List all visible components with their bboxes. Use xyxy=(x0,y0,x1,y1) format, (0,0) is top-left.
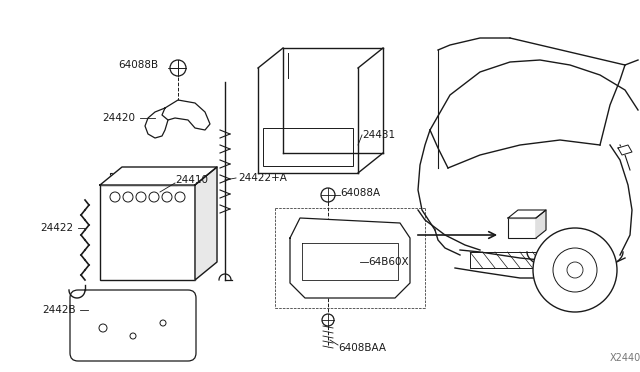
Bar xyxy=(165,177,177,185)
Circle shape xyxy=(533,228,617,312)
Circle shape xyxy=(567,262,583,278)
Circle shape xyxy=(123,192,133,202)
FancyBboxPatch shape xyxy=(70,290,196,361)
Circle shape xyxy=(337,265,353,281)
Circle shape xyxy=(110,192,120,202)
Bar xyxy=(508,218,536,238)
Text: 6408BAA: 6408BAA xyxy=(338,343,386,353)
Circle shape xyxy=(162,192,172,202)
Polygon shape xyxy=(195,167,217,280)
Text: 24410: 24410 xyxy=(175,175,208,185)
Circle shape xyxy=(99,324,107,332)
Polygon shape xyxy=(162,100,210,130)
Ellipse shape xyxy=(551,255,579,269)
Text: X2440017: X2440017 xyxy=(610,353,640,363)
Text: 64088B: 64088B xyxy=(118,60,158,70)
Circle shape xyxy=(184,108,196,120)
Bar xyxy=(110,173,128,183)
Polygon shape xyxy=(290,218,410,298)
Circle shape xyxy=(335,231,345,241)
Circle shape xyxy=(360,255,370,265)
Circle shape xyxy=(175,192,185,202)
Bar xyxy=(100,185,195,280)
Circle shape xyxy=(305,246,325,266)
Text: 24422+A: 24422+A xyxy=(238,173,287,183)
Circle shape xyxy=(130,333,136,339)
Circle shape xyxy=(322,314,334,326)
Text: 24422: 24422 xyxy=(40,223,73,233)
Circle shape xyxy=(310,251,320,261)
Circle shape xyxy=(136,192,146,202)
Polygon shape xyxy=(100,167,217,185)
Circle shape xyxy=(553,248,597,292)
Text: 24420: 24420 xyxy=(102,113,135,123)
Text: 2442B: 2442B xyxy=(42,305,76,315)
Circle shape xyxy=(160,320,166,326)
Text: 24431: 24431 xyxy=(362,130,395,140)
Circle shape xyxy=(321,188,335,202)
Polygon shape xyxy=(618,145,632,155)
Circle shape xyxy=(375,238,385,248)
Text: 64088A: 64088A xyxy=(340,188,380,198)
Circle shape xyxy=(386,274,394,282)
Circle shape xyxy=(355,250,375,270)
Circle shape xyxy=(170,60,186,76)
Bar xyxy=(263,128,353,166)
Polygon shape xyxy=(508,210,546,218)
Circle shape xyxy=(149,192,159,202)
Text: 64B60X: 64B60X xyxy=(368,257,408,267)
Polygon shape xyxy=(536,210,546,238)
